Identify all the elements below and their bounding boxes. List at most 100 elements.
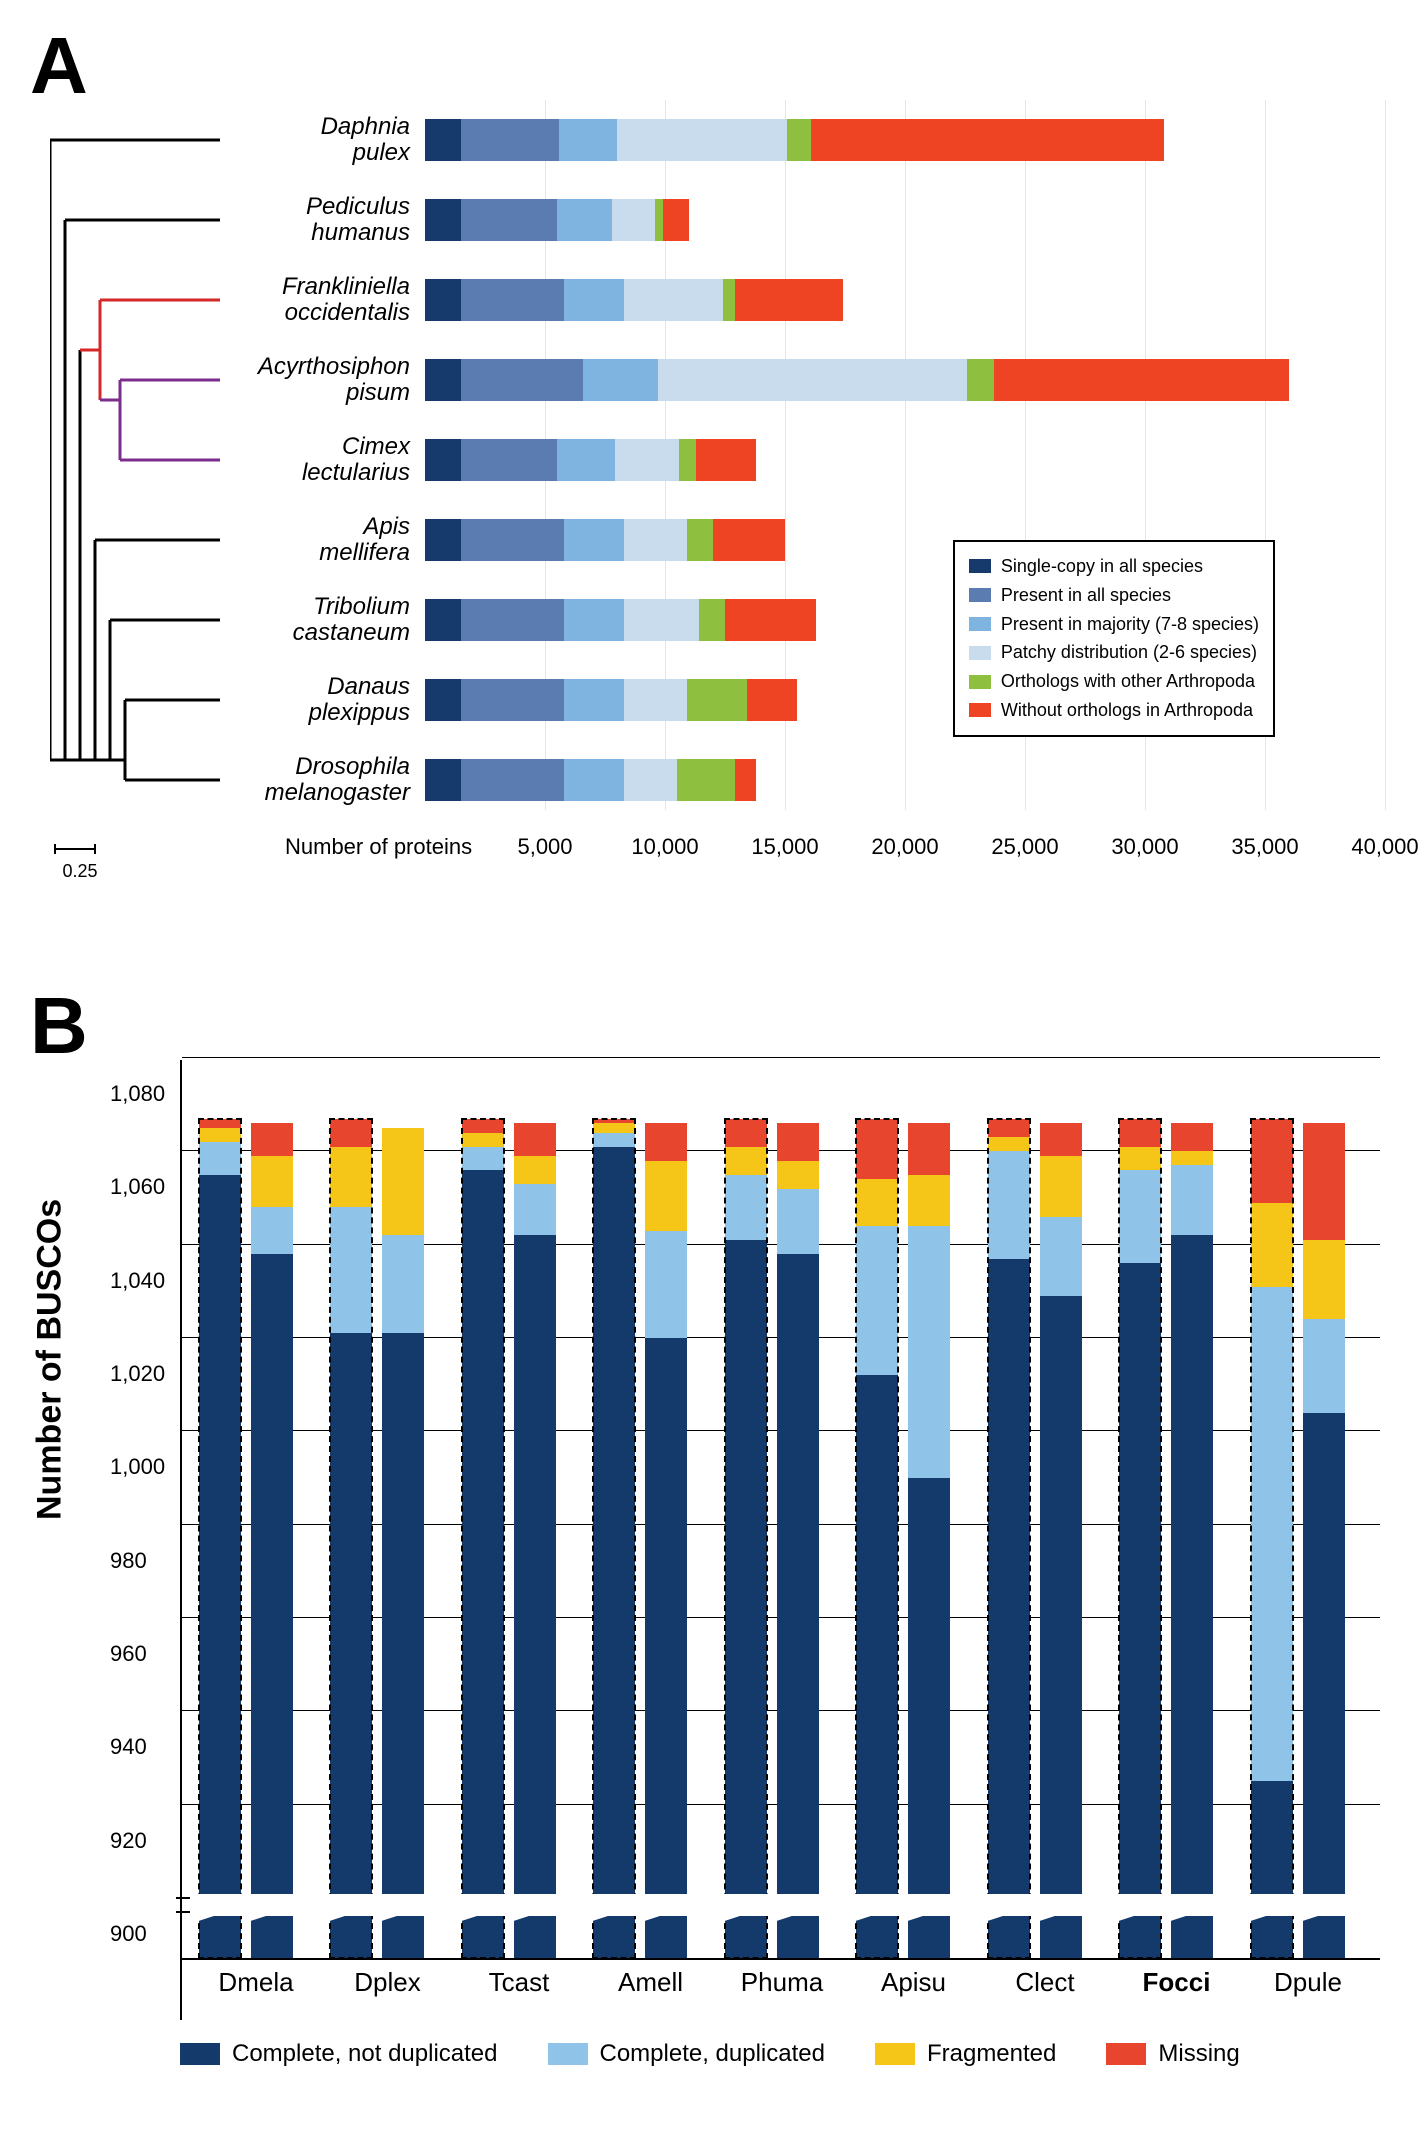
bar-segment [593,1123,635,1132]
bar-segment [425,599,461,641]
bar-segment [988,1137,1030,1151]
bar-segment [425,519,461,561]
bar-segment [1251,1287,1293,1782]
legend-item: Present in all species [969,581,1259,610]
busco-bar [725,1119,767,1958]
busco-bar [593,1119,635,1958]
panel-b-xlabel: Phuma [741,1967,823,1998]
legend-item: Single-copy in all species [969,552,1259,581]
panel-b-ylabel: Number of BUSCOs [31,1199,70,1520]
bar-segment [787,119,811,161]
busco-bar [251,1123,293,1958]
bar-segment [425,759,461,801]
panel-b: B Number of BUSCOs 9009209409609801,0001… [30,1000,1388,2100]
busco-bar [856,1119,898,1958]
bar-segment [461,519,564,561]
bar-segment [1040,1156,1082,1217]
panel-a-categories: DaphniapulexPediculushumanusFrankliniell… [230,100,410,820]
bar-segment [777,1189,819,1254]
bar-segment [777,1123,819,1160]
bar-segment [251,1207,293,1254]
bar-segment [645,1123,687,1160]
bar-segment [624,519,686,561]
bar-segment [461,119,559,161]
bar-segment [461,359,583,401]
bar-segment [699,599,725,641]
bar-segment [856,1179,898,1226]
stacked-bar [425,679,797,721]
panel-a-label: A [30,20,88,112]
bar-segment [1251,1119,1293,1203]
phylo-tree [50,100,230,860]
bar-segment [461,599,564,641]
species-group [1119,1119,1213,1958]
stacked-bar [425,359,1289,401]
panel-b-plot [182,1060,1380,1960]
bar-segment [1303,1240,1345,1319]
legend-item: Orthologs with other Arthropoda [969,667,1259,696]
bar-segment [725,1119,767,1147]
bar-segment [735,279,843,321]
bar-segment [747,679,797,721]
stacked-bar [425,519,785,561]
panel-b-xlabel: Clect [1015,1967,1074,1998]
panel-b-ytick: 900 [110,1921,147,1947]
species-label: Danausplexippus [230,660,410,740]
bar-segment [461,679,564,721]
species-label: Pediculushumanus [230,180,410,260]
bar-segment [908,1175,950,1226]
panel-a-xtick: 15,000 [751,834,818,860]
bar-segment [514,1123,556,1156]
bar-segment [199,1128,241,1142]
panel-b-xlabel: Apisu [881,1967,946,1998]
species-label: Acyrthosiphonpisum [230,340,410,420]
tree-scalebar: 0.25 [50,840,110,882]
bar-segment [655,199,662,241]
bar-segment [687,679,747,721]
bar-segment [617,119,787,161]
bar-segment [677,759,735,801]
bar-segment [461,279,564,321]
bar-segment [856,1226,898,1375]
bar-segment [461,439,557,481]
bar-segment [994,359,1289,401]
panel-a-xtick: 5,000 [517,834,572,860]
bar-segment [583,359,657,401]
busco-bar [988,1119,1030,1958]
bar-segment [856,1119,898,1180]
bar-segment [908,1226,950,1478]
bar-segment [593,1133,635,1147]
panel-b-ytick: 1,060 [110,1174,165,1200]
species-group [856,1119,950,1958]
bar-segment [559,119,617,161]
stacked-bar [425,279,843,321]
bar-segment [251,1123,293,1156]
species-group [988,1119,1082,1958]
bar-segment [967,359,993,401]
stacked-bar [425,199,689,241]
bar-segment [462,1119,504,1133]
species-label: Frankliniellaoccidentalis [230,260,410,340]
bar-segment [687,519,713,561]
bar-segment [425,679,461,721]
bar-segment [514,1184,556,1235]
bar-segment [658,359,968,401]
bar-segment [425,119,461,161]
panel-b-legend: Complete, not duplicatedComplete, duplic… [180,2040,1380,2068]
panel-a-xtick: 10,000 [631,834,698,860]
bar-segment [251,1156,293,1207]
panel-b-ytick: 920 [110,1828,147,1854]
bar-segment [645,1161,687,1231]
species-label: Apismellifera [230,500,410,580]
panel-b-xlabel: Dplex [354,1967,420,1998]
bar-segment [461,199,557,241]
stacked-bar [425,119,1164,161]
bar-segment [1171,1151,1213,1165]
busco-bar [1251,1119,1293,1958]
busco-bar [1040,1123,1082,1958]
busco-bar [1303,1123,1345,1958]
bar-segment [725,1175,767,1240]
bar-segment [425,439,461,481]
busco-bar [382,1128,424,1958]
legend-item: Fragmented [875,2040,1056,2068]
